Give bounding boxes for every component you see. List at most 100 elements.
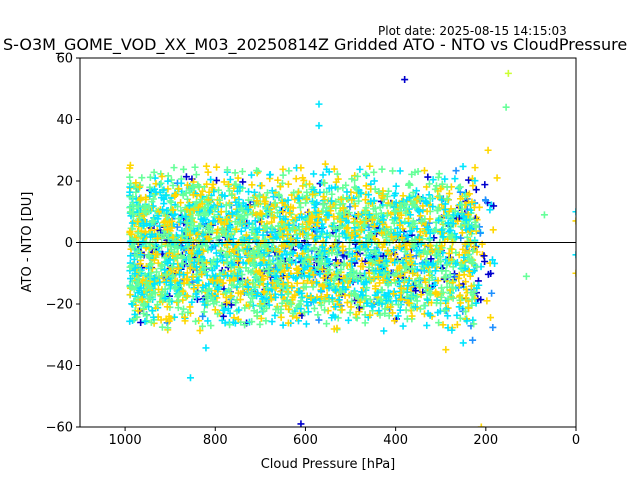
data-point bbox=[389, 167, 397, 175]
y-axis-label: ATO - NTO [DU] bbox=[20, 192, 35, 293]
data-point bbox=[189, 273, 197, 281]
data-point bbox=[218, 256, 226, 264]
data-point bbox=[279, 165, 287, 173]
data-point bbox=[346, 309, 354, 317]
y-tick-label: 40 bbox=[56, 113, 73, 128]
data-point bbox=[383, 211, 391, 219]
data-point bbox=[127, 275, 135, 283]
data-point bbox=[273, 252, 281, 260]
data-point bbox=[434, 277, 442, 285]
x-tick-label: 600 bbox=[293, 433, 318, 448]
data-point bbox=[204, 201, 212, 209]
data-point bbox=[277, 313, 285, 321]
data-point bbox=[184, 308, 192, 316]
data-point bbox=[337, 195, 345, 203]
data-point bbox=[195, 247, 203, 255]
data-point bbox=[296, 203, 304, 211]
data-point bbox=[131, 310, 139, 318]
data-point bbox=[225, 180, 233, 188]
data-point bbox=[441, 206, 449, 214]
data-point bbox=[185, 186, 193, 194]
data-point bbox=[150, 313, 158, 321]
data-point bbox=[160, 186, 168, 194]
data-point bbox=[391, 207, 399, 215]
data-point bbox=[173, 293, 181, 301]
data-point bbox=[283, 273, 291, 281]
y-tick-label: 20 bbox=[56, 175, 73, 190]
data-point bbox=[250, 307, 258, 315]
data-point bbox=[328, 294, 336, 302]
data-point bbox=[267, 260, 275, 268]
data-point bbox=[382, 291, 390, 299]
data-point bbox=[275, 229, 283, 237]
data-point bbox=[361, 319, 369, 327]
data-point bbox=[426, 194, 434, 202]
data-point bbox=[489, 226, 497, 234]
data-point bbox=[310, 170, 318, 178]
data-point bbox=[303, 235, 311, 243]
data-point bbox=[365, 211, 373, 219]
data-point bbox=[250, 249, 258, 257]
data-point bbox=[473, 284, 481, 292]
data-point bbox=[177, 199, 185, 207]
data-point bbox=[137, 284, 145, 292]
data-point bbox=[316, 270, 324, 278]
data-point bbox=[297, 255, 305, 263]
data-point bbox=[572, 269, 576, 277]
data-point bbox=[365, 269, 373, 277]
data-point bbox=[205, 188, 213, 196]
data-point bbox=[174, 203, 182, 211]
data-point bbox=[452, 260, 460, 268]
data-point bbox=[198, 270, 206, 278]
data-point bbox=[235, 306, 243, 314]
data-point bbox=[471, 177, 479, 185]
data-point bbox=[255, 225, 263, 233]
data-point bbox=[247, 298, 255, 306]
data-point bbox=[141, 202, 149, 210]
data-point bbox=[433, 290, 441, 298]
data-point bbox=[357, 189, 365, 197]
data-point bbox=[151, 244, 159, 252]
data-point bbox=[307, 294, 315, 302]
data-point bbox=[219, 312, 227, 320]
data-point bbox=[408, 293, 416, 301]
data-point bbox=[352, 274, 360, 282]
data-point bbox=[397, 284, 405, 292]
data-point bbox=[288, 282, 296, 290]
data-point bbox=[408, 170, 416, 178]
data-point bbox=[182, 173, 190, 181]
data-point bbox=[318, 228, 326, 236]
data-point bbox=[332, 303, 340, 311]
data-point bbox=[321, 306, 329, 314]
data-point bbox=[284, 180, 292, 188]
data-point bbox=[303, 188, 311, 196]
data-point bbox=[225, 187, 233, 195]
data-point bbox=[412, 287, 420, 295]
data-point bbox=[126, 228, 134, 236]
data-point bbox=[396, 221, 404, 229]
data-point bbox=[424, 296, 432, 304]
data-point bbox=[268, 224, 276, 232]
data-point bbox=[323, 320, 331, 328]
data-point bbox=[278, 242, 286, 250]
data-points bbox=[126, 69, 576, 427]
data-point bbox=[236, 253, 244, 261]
data-point bbox=[302, 225, 310, 233]
data-point bbox=[166, 296, 174, 304]
data-point bbox=[371, 247, 379, 255]
data-point bbox=[331, 261, 339, 269]
data-point bbox=[260, 193, 268, 201]
data-point bbox=[164, 235, 172, 243]
data-point bbox=[489, 323, 497, 331]
data-point bbox=[433, 299, 441, 307]
data-point bbox=[217, 218, 225, 226]
data-point bbox=[371, 285, 379, 293]
data-point bbox=[186, 374, 194, 382]
data-point bbox=[477, 423, 485, 427]
data-point bbox=[572, 208, 576, 216]
data-point bbox=[207, 322, 215, 330]
data-point bbox=[296, 300, 304, 308]
data-point bbox=[378, 229, 386, 237]
data-point bbox=[469, 316, 477, 324]
data-point bbox=[209, 227, 217, 235]
